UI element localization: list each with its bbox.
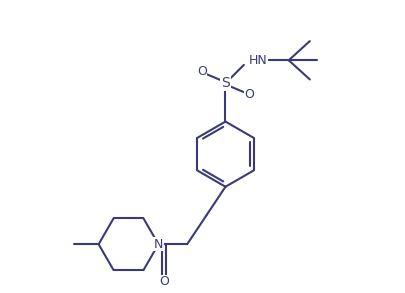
Text: HN: HN — [249, 54, 267, 67]
Text: N: N — [154, 238, 163, 251]
Text: O: O — [244, 88, 254, 101]
Text: O: O — [159, 275, 169, 288]
Text: S: S — [221, 76, 230, 90]
Text: O: O — [197, 65, 207, 78]
